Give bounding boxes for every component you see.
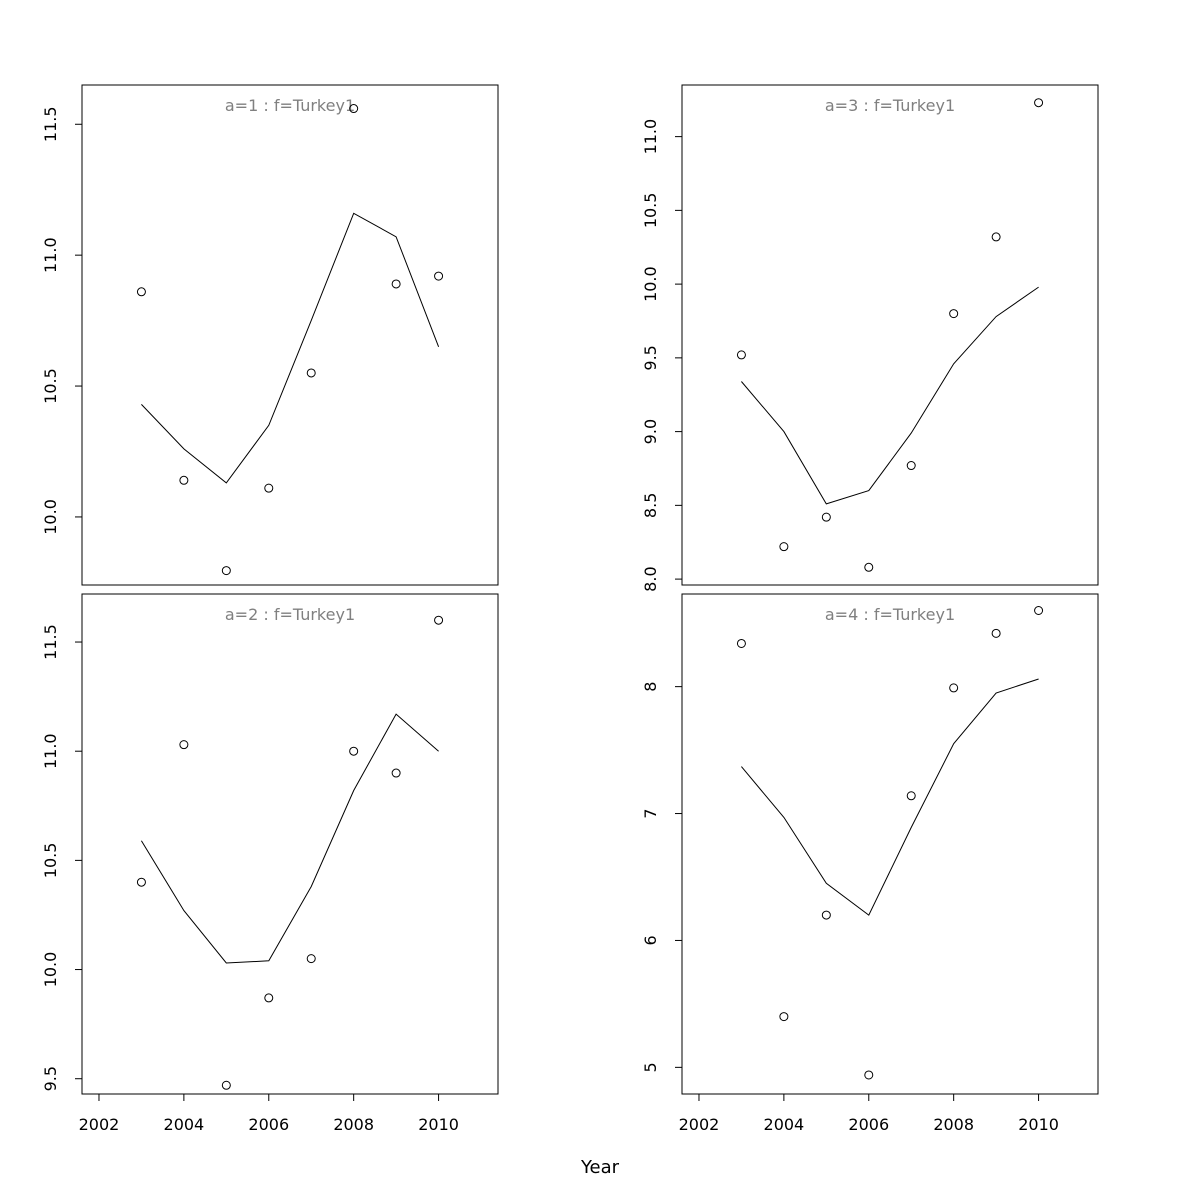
y-tick-label: 11.0 (41, 237, 60, 273)
y-tick-label: 9.0 (641, 419, 660, 444)
observed-point (821, 910, 831, 920)
x-tick-label: 2008 (933, 1115, 974, 1134)
panel-title: a=1 : f=Turkey1 (225, 96, 355, 115)
panel-4: a=4 : f=Turkey1 5 6 7 8 2002 2004 2006 2008 2010 (641, 593, 1099, 1134)
panel-title: a=3 : f=Turkey1 (825, 96, 955, 115)
y-tick-label: 8.5 (641, 493, 660, 518)
observed-point (864, 562, 874, 572)
y-tick-label: 10.5 (41, 368, 60, 404)
panel-2: a=3 : f=Turkey1 8.0 8.5 9.0 9.5 10.0 10.5 11.0 (641, 84, 1099, 592)
observed-point (821, 512, 831, 522)
fitted-line (741, 678, 1039, 916)
x-axis-title: Year (580, 1157, 620, 1178)
observed-point (1034, 605, 1044, 615)
y-tick-label: 10.5 (41, 843, 60, 879)
observed-point (1034, 98, 1044, 108)
observed-point (779, 542, 789, 552)
x-tick-label: 2004 (164, 1115, 205, 1134)
fitted-line (140, 713, 439, 964)
observed-point (779, 1012, 789, 1022)
y-tick-label: 7 (641, 808, 660, 818)
observed-point (136, 287, 146, 297)
y-tick-label: 11.5 (41, 624, 60, 660)
observed-point (221, 1080, 231, 1090)
observed-point (391, 279, 401, 289)
y-tick-label: 11.0 (641, 119, 660, 155)
observed-point (434, 271, 444, 281)
y-tick-label: 10.0 (641, 266, 660, 302)
x-tick-label: 2002 (79, 1115, 120, 1134)
x-tick-label: 2006 (248, 1115, 289, 1134)
x-tick-label: 2010 (1018, 1115, 1059, 1134)
y-tick-label: 6 (641, 935, 660, 945)
observed-point (991, 232, 1001, 242)
y-tick-label: 8 (641, 682, 660, 692)
x-tick-label: 2002 (679, 1115, 720, 1134)
observed-point (264, 483, 274, 493)
observed-point (306, 954, 316, 964)
observed-point (434, 615, 444, 625)
y-tick-label: 11.5 (41, 106, 60, 142)
observed-point (179, 740, 189, 750)
y-tick-label: 10.0 (41, 499, 60, 535)
x-tick-label: 2010 (418, 1115, 459, 1134)
panel-title: a=2 : f=Turkey1 (225, 605, 355, 624)
observed-point (221, 566, 231, 576)
y-tick-label: 9.5 (41, 1066, 60, 1091)
observed-point (306, 368, 316, 378)
fitted-line (141, 212, 440, 484)
observed-point (949, 683, 959, 693)
observed-point (264, 993, 274, 1003)
observed-point (949, 309, 959, 319)
x-tick-label: 2006 (848, 1115, 889, 1134)
x-tick-label: 2008 (333, 1115, 374, 1134)
observed-point (179, 475, 189, 485)
observed-point (391, 768, 401, 778)
x-tick-label: 2004 (764, 1115, 805, 1134)
panel-frame (681, 593, 1099, 1095)
fitted-line (741, 286, 1039, 505)
panel-title: a=4 : f=Turkey1 (825, 605, 955, 624)
y-tick-label: 10.0 (41, 952, 60, 988)
y-tick-label: 9.5 (641, 345, 660, 370)
y-tick-label: 10.5 (641, 193, 660, 229)
y-tick-label: 11.0 (41, 733, 60, 769)
observed-point (991, 628, 1001, 638)
observed-point (906, 791, 916, 801)
panel-frame (81, 84, 499, 586)
panel-frame (681, 84, 1099, 586)
panel-frame (81, 593, 499, 1095)
observed-point (906, 461, 916, 471)
y-tick-label: 8.0 (641, 566, 660, 591)
observed-point (736, 638, 746, 648)
observed-point (349, 746, 359, 756)
panel-1: a=1 : f=Turkey1 10.0 10.5 11.0 11.5 (41, 84, 499, 586)
observed-point (349, 104, 359, 114)
observed-point (136, 877, 146, 887)
y-tick-label: 5 (641, 1062, 660, 1072)
observed-point (736, 350, 746, 360)
observed-point (864, 1070, 874, 1080)
panel-3: a=2 : f=Turkey1 9.5 10.0 10.5 11.0 11.5 2002 20… (41, 593, 499, 1134)
